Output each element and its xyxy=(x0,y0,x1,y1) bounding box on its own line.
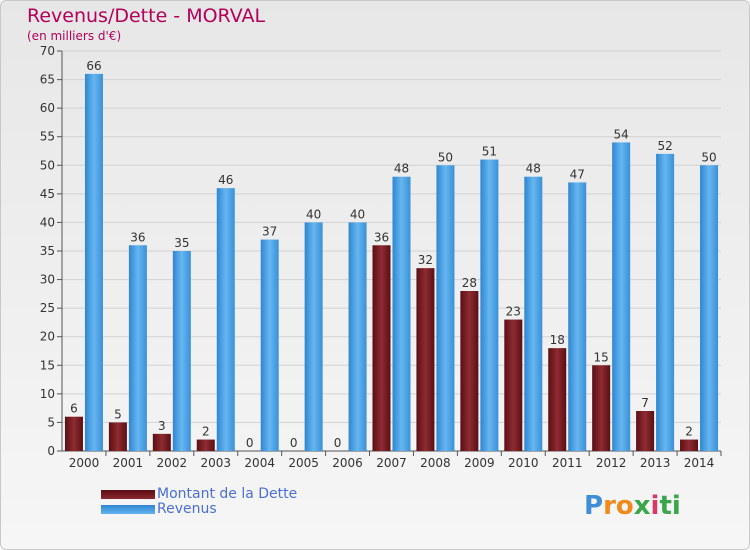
data-label-dette: 28 xyxy=(462,276,477,290)
data-label-dette: 18 xyxy=(550,333,565,347)
data-label-dette: 2 xyxy=(202,425,210,439)
bar-dette xyxy=(592,365,611,451)
data-label-revenus: 52 xyxy=(657,139,672,153)
bar-revenus xyxy=(700,165,719,452)
data-label-revenus: 40 xyxy=(306,207,321,221)
data-label-dette: 36 xyxy=(374,230,389,244)
proxiti-logo: Proxiti xyxy=(584,491,681,521)
data-label-revenus: 54 xyxy=(614,127,629,141)
data-label-dette: 3 xyxy=(158,419,166,433)
data-label-revenus: 66 xyxy=(86,59,101,73)
x-tick-label: 2002 xyxy=(157,456,188,470)
y-tick-label: 5 xyxy=(47,415,55,429)
data-label-revenus: 36 xyxy=(130,230,145,244)
y-tick-label: 55 xyxy=(40,130,55,144)
data-label-revenus: 37 xyxy=(262,225,277,239)
y-tick-label: 50 xyxy=(40,158,55,172)
x-tick-label: 2000 xyxy=(69,456,100,470)
data-label-revenus: 51 xyxy=(482,145,497,159)
x-tick-label: 2014 xyxy=(684,456,715,470)
bar-dette xyxy=(636,411,655,451)
x-tick-label: 2013 xyxy=(640,456,671,470)
bar-revenus xyxy=(84,73,103,451)
y-tick-label: 10 xyxy=(40,387,55,401)
data-label-dette: 0 xyxy=(246,436,254,450)
x-tick-label: 2003 xyxy=(200,456,231,470)
bar-revenus xyxy=(392,176,411,451)
x-tick-label: 2006 xyxy=(332,456,363,470)
bar-revenus xyxy=(304,222,323,451)
chart-subtitle: (en milliers d'€) xyxy=(27,29,122,43)
data-label-revenus: 50 xyxy=(438,150,453,164)
data-label-revenus: 48 xyxy=(526,162,541,176)
bar-dette xyxy=(416,268,435,451)
y-tick-label: 15 xyxy=(40,358,55,372)
chart-title: Revenus/Dette - MORVAL xyxy=(27,5,266,27)
y-tick-label: 35 xyxy=(40,244,55,258)
bar-revenus xyxy=(260,239,279,451)
bar-revenus xyxy=(436,165,455,452)
y-tick-label: 25 xyxy=(40,301,55,315)
y-tick-label: 20 xyxy=(40,330,55,344)
x-tick-label: 2010 xyxy=(508,456,539,470)
data-label-revenus: 47 xyxy=(570,167,585,181)
data-label-dette: 0 xyxy=(334,436,342,450)
x-tick-label: 2001 xyxy=(113,456,144,470)
bar-dette xyxy=(108,422,127,451)
x-tick-label: 2005 xyxy=(288,456,319,470)
bar-dette xyxy=(196,439,215,451)
bar-dette xyxy=(548,348,567,451)
x-tick-label: 2008 xyxy=(420,456,451,470)
y-tick-label: 70 xyxy=(40,44,55,58)
bar-revenus xyxy=(348,222,367,451)
bar-revenus xyxy=(128,245,147,451)
y-tick-label: 40 xyxy=(40,215,55,229)
x-tick-label: 2009 xyxy=(464,456,495,470)
data-label-revenus: 40 xyxy=(350,207,365,221)
bar-revenus xyxy=(612,142,631,451)
data-label-revenus: 48 xyxy=(394,162,409,176)
bar-revenus xyxy=(656,153,675,451)
bar-dette xyxy=(372,245,391,451)
bar-revenus xyxy=(216,188,235,451)
bar-dette xyxy=(152,433,171,451)
bar-revenus xyxy=(568,182,587,451)
legend-swatch-dette xyxy=(101,490,155,499)
data-label-dette: 6 xyxy=(70,402,78,416)
x-tick-label: 2012 xyxy=(596,456,627,470)
y-tick-label: 45 xyxy=(40,187,55,201)
y-tick-label: 60 xyxy=(40,101,55,115)
y-tick-label: 65 xyxy=(40,73,55,87)
data-label-dette: 23 xyxy=(506,305,521,319)
data-label-revenus: 35 xyxy=(174,236,189,250)
data-label-dette: 2 xyxy=(685,425,693,439)
x-tick-label: 2004 xyxy=(244,456,275,470)
data-label-dette: 5 xyxy=(114,407,122,421)
bar-dette xyxy=(460,291,479,451)
data-label-dette: 32 xyxy=(418,253,433,267)
data-label-dette: 7 xyxy=(641,396,649,410)
bar-revenus xyxy=(172,251,191,451)
bar-dette xyxy=(64,416,83,451)
legend-item-dette: Montant de la Dette xyxy=(101,486,401,503)
bar-revenus xyxy=(524,176,543,451)
legend-label-dette: Montant de la Dette xyxy=(157,486,298,502)
data-label-dette: 15 xyxy=(594,350,609,364)
legend-item-revenus: Revenus xyxy=(101,501,401,518)
data-label-dette: 0 xyxy=(290,436,298,450)
legend-label-revenus: Revenus xyxy=(157,501,217,517)
y-tick-label: 0 xyxy=(47,444,55,458)
bar-revenus xyxy=(480,159,499,452)
bar-dette xyxy=(680,439,699,451)
legend-swatch-revenus xyxy=(101,505,155,514)
x-tick-label: 2011 xyxy=(552,456,583,470)
x-tick-label: 2007 xyxy=(376,456,407,470)
data-label-revenus: 50 xyxy=(701,150,716,164)
bar-dette xyxy=(504,319,523,451)
data-label-revenus: 46 xyxy=(218,173,233,187)
y-tick-label: 30 xyxy=(40,273,55,287)
